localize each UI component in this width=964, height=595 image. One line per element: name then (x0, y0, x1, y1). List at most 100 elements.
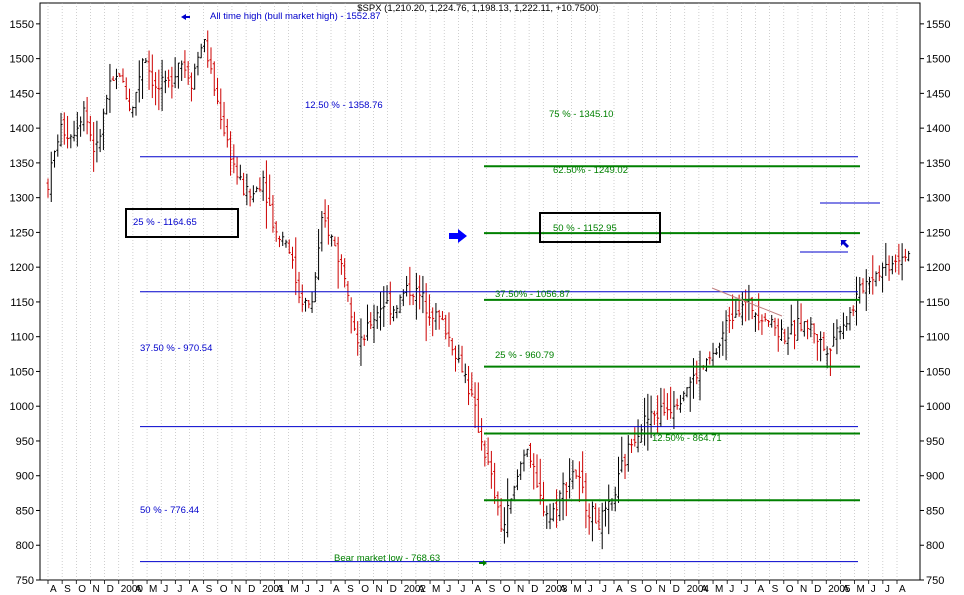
x-tick-label: M (149, 584, 157, 595)
x-tick-label: S (489, 584, 496, 595)
y-tick-label: 800 (16, 540, 34, 552)
level-label-blue-4: 50 % - 776.44 (140, 505, 199, 516)
arrow-right-icon (449, 229, 467, 243)
y-tick-label: 850 (926, 505, 944, 517)
level-label-green-2: 62.50% - 1249.02 (553, 165, 628, 176)
y-tick-label: 1550 (926, 19, 950, 31)
x-tick-label: O (644, 584, 652, 595)
y-tick-label: 1250 (926, 227, 950, 239)
y-tick-label: 1350 (10, 158, 34, 170)
x-tick-label: N (517, 584, 524, 595)
y-tick-label: 1250 (10, 227, 34, 239)
x-tick-label: 2003 (545, 584, 568, 595)
x-tick-label: A (418, 584, 425, 595)
y-tick-label: 1450 (926, 88, 950, 100)
x-tick-label: J (871, 584, 876, 595)
x-tick-label: M (291, 584, 299, 595)
x-tick-label: S (64, 584, 71, 595)
arrow-right-small-icon (479, 560, 487, 566)
x-tick-label: D (107, 584, 114, 595)
y-tick-label: 1200 (10, 262, 34, 274)
y-tick-label: 800 (926, 540, 944, 552)
x-tick-label: O (361, 584, 369, 595)
x-tick-label: J (460, 584, 465, 595)
y-tick-label: 1500 (926, 54, 950, 66)
x-tick-label: A (899, 584, 906, 595)
x-tick-label: D (673, 584, 680, 595)
retracement-levels (140, 156, 860, 563)
y-tick-label: 1500 (10, 54, 34, 66)
arrow-left-icon (181, 14, 190, 20)
x-tick-label: A (475, 584, 482, 595)
level-label-green-4: 37.50% - 1056.87 (495, 289, 570, 300)
y-tick-label: 850 (16, 505, 34, 517)
y-tick-label: 900 (926, 471, 944, 483)
x-tick-label: N (92, 584, 99, 595)
arrow-up-left-icon (841, 240, 849, 248)
x-tick-label: N (800, 584, 807, 595)
x-tick-label: O (503, 584, 511, 595)
x-tick-label: J (602, 584, 607, 595)
x-tick-label: J (588, 584, 593, 595)
level-label-blue-3: 37.50 % - 970.54 (140, 343, 212, 354)
y-tick-label: 1150 (10, 297, 34, 309)
y-tick-label: 1400 (10, 123, 34, 135)
level-label-green-1: 75 % - 1345.10 (549, 109, 613, 120)
x-tick-label: D (248, 584, 255, 595)
x-tick-label: M (857, 584, 865, 595)
x-tick-label: D (390, 584, 397, 595)
y-tick-label: 1000 (10, 401, 34, 413)
x-tick-label: S (347, 584, 354, 595)
x-tick-label: J (885, 584, 890, 595)
y-tick-label: 1000 (926, 401, 950, 413)
bear-low-annotation: Bear market low - 768.63 (334, 553, 440, 564)
x-tick-label: A (276, 584, 283, 595)
y-tick-label: 1550 (10, 19, 34, 31)
x-tick-label: J (163, 584, 168, 595)
x-tick-label: O (220, 584, 228, 595)
x-tick-label: A (701, 584, 708, 595)
y-tick-label: 1150 (926, 297, 950, 309)
ath-annotation: All time high (bull market high) - 1552.… (210, 11, 381, 22)
x-tick-label: 2001 (262, 584, 285, 595)
x-tick-label: J (177, 584, 182, 595)
y-tick-label: 1050 (926, 366, 950, 378)
x-tick-label: A (192, 584, 199, 595)
x-tick-label: A (135, 584, 142, 595)
y-tick-label: 1100 (10, 332, 34, 344)
x-tick-label: 2004 (687, 584, 710, 595)
x-tick-label: J (743, 584, 748, 595)
x-tick-label: 2002 (404, 584, 427, 595)
x-tick-label: N (375, 584, 382, 595)
y-tick-label: 950 (926, 436, 944, 448)
x-tick-label: A (842, 584, 849, 595)
x-tick-label: A (616, 584, 623, 595)
x-tick-label: 2005 (828, 584, 851, 595)
y-tick-label: 1050 (10, 366, 34, 378)
x-tick-label: M (432, 584, 440, 595)
price-bars (46, 30, 911, 550)
y-tick-label: 1450 (10, 88, 34, 100)
x-tick-label: O (786, 584, 794, 595)
x-tick-label: A (333, 584, 340, 595)
y-tick-label: 1300 (10, 193, 34, 205)
y-tick-label: 750 (926, 575, 944, 587)
y-tick-label: 1300 (926, 193, 950, 205)
box-25-left (125, 208, 239, 238)
x-tick-label: J (446, 584, 451, 595)
x-tick-label: S (206, 584, 213, 595)
x-tick-label: M (715, 584, 723, 595)
level-label-blue-1: 12.50 % - 1358.76 (305, 100, 383, 111)
x-tick-label: D (531, 584, 538, 595)
y-tick-label: 950 (16, 436, 34, 448)
x-tick-label: 2000 (121, 584, 144, 595)
y-tick-label: 1400 (926, 123, 950, 135)
y-tick-label: 900 (16, 471, 34, 483)
y-tick-label: 1200 (926, 262, 950, 274)
chart-title: $SPX (1,210.20, 1,224.76, 1,198.13, 1,22… (357, 3, 598, 14)
x-tick-label: N (234, 584, 241, 595)
box-50-right (539, 212, 661, 243)
y-axis-right: 750 800 850 900 950 1000 1050 1100 1150 1200 1250 1… (920, 19, 950, 587)
